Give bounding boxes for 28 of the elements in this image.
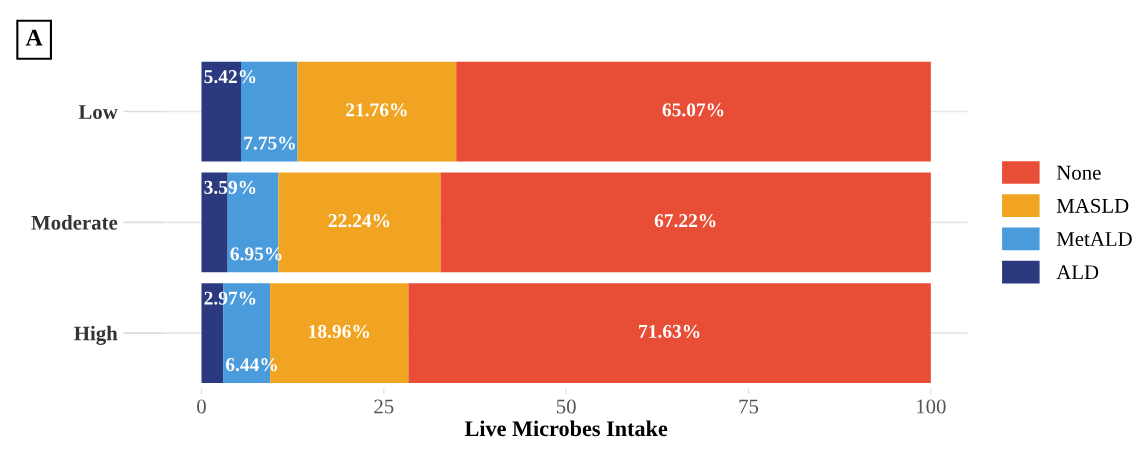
data-label: 2.97%	[204, 291, 256, 305]
legend-label: MASLD	[1056, 198, 1129, 213]
data-label: 18.96%	[309, 324, 370, 339]
y-tick-label: Moderate	[31, 215, 118, 230]
data-label: 21.76%	[346, 103, 407, 117]
y-tick-label: High	[74, 325, 118, 345]
y-tick-label: Low	[78, 105, 118, 119]
data-label: 3.59%	[204, 180, 256, 195]
data-label: 22.24%	[328, 214, 390, 228]
data-label: 65.07%	[662, 103, 724, 117]
data-label: 7.75%	[244, 136, 295, 150]
x-tick-label: 50	[556, 399, 576, 414]
x-axis-title: Live Microbes Intake	[464, 420, 668, 437]
text: A	[25, 29, 43, 46]
data-label: 5.42%	[204, 70, 256, 84]
x-tick-label: 75	[739, 399, 759, 414]
data-label: 67.22%	[654, 214, 716, 228]
x-tick-label: 100	[917, 399, 946, 414]
x-tick-label: 0	[197, 399, 206, 414]
x-tick-label: 25	[374, 399, 394, 414]
data-label: 71.63%	[639, 324, 700, 339]
legend-label: ALD	[1056, 265, 1099, 280]
bar	[440, 172, 931, 273]
bar	[297, 61, 457, 162]
bar	[456, 61, 931, 162]
legend-label: MetALD	[1056, 232, 1132, 247]
legend-label: None	[1056, 165, 1101, 180]
bar	[408, 283, 931, 383]
